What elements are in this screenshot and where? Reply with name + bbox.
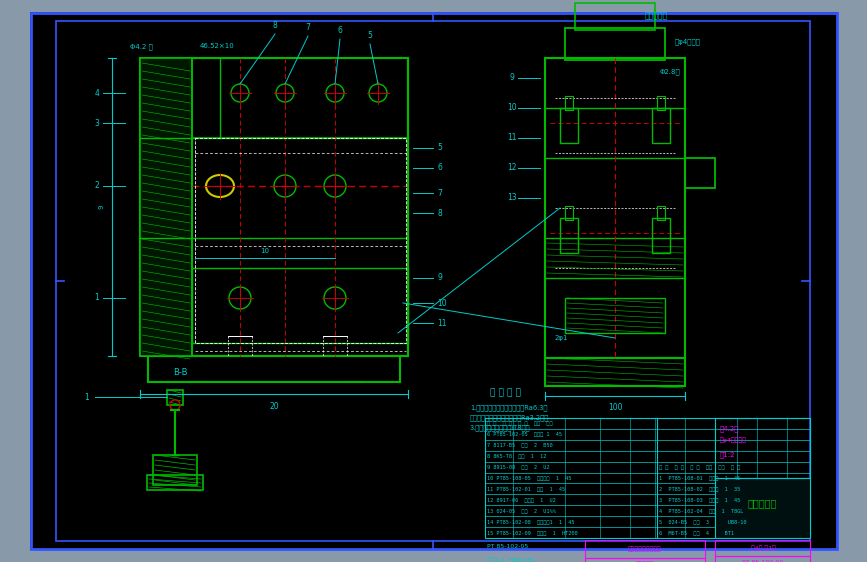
Bar	[192, 268, 408, 343]
Text: 9 8915-08  圆垫  2  U2: 9 8915-08 圆垫 2 U2	[487, 465, 550, 470]
Bar	[715, 540, 810, 556]
Text: 9: 9	[437, 274, 442, 283]
Text: 压装位置图: 压装位置图	[645, 11, 668, 20]
Bar	[585, 540, 705, 558]
Text: 15 PT85-102-09  底座盘  1  HT200: 15 PT85-102-09 底座盘 1 HT200	[487, 531, 577, 536]
Bar	[140, 58, 408, 138]
Text: 8 8K5-T8  圆销  1  12: 8 8K5-T8 圆销 1 12	[487, 454, 546, 459]
Bar	[657, 206, 665, 220]
Bar	[545, 58, 685, 358]
Text: PT 85-102-05: PT 85-102-05	[487, 544, 528, 549]
Text: 7 8117-B5  弹簧  2  B50: 7 8117-B5 弹簧 2 B50	[487, 443, 552, 448]
Text: 8: 8	[272, 21, 277, 30]
Bar	[685, 158, 715, 188]
Text: 钻φ4孔夹具图: 钻φ4孔夹具图	[720, 437, 747, 443]
Text: 11 PT85-102-01  底板  1  45: 11 PT85-102-01 底板 1 45	[487, 487, 565, 492]
Text: 5: 5	[368, 31, 373, 40]
Text: 3.同轴孔径精度不低于IT8级。: 3.同轴孔径精度不低于IT8级。	[470, 424, 531, 430]
Text: 11: 11	[437, 319, 447, 328]
Text: 2: 2	[95, 182, 100, 191]
Text: 9: 9	[510, 74, 514, 83]
Bar	[652, 108, 670, 143]
Text: 13 024-05  螺母  2  U1%%: 13 024-05 螺母 2 U1%%	[487, 509, 556, 514]
Text: 10: 10	[507, 103, 517, 112]
Bar	[657, 96, 665, 110]
Text: 序 号  代 号  名 称  数量  材料: 序 号 代 号 名 称 数量 材料	[487, 422, 552, 427]
Bar	[195, 138, 406, 343]
Text: Φ4.2 胡: Φ4.2 胡	[130, 43, 153, 49]
Text: 10: 10	[437, 298, 447, 307]
Text: 工件定位基准面粗糙度不低于Ra3.2，机: 工件定位基准面粗糙度不低于Ra3.2，机	[470, 414, 549, 420]
Text: 6: 6	[337, 26, 342, 35]
Text: 6 PT85-102-05  夹具体 1  45: 6 PT85-102-05 夹具体 1 45	[487, 432, 562, 437]
Text: 9: 9	[99, 205, 105, 209]
Bar	[153, 455, 197, 485]
Text: 柴油机曲轴工艺设计: 柴油机曲轴工艺设计	[628, 546, 662, 552]
Text: 100: 100	[608, 403, 623, 412]
Bar	[560, 108, 578, 143]
Text: 7: 7	[305, 23, 310, 32]
Bar	[565, 96, 573, 110]
Text: 图4.2孔: 图4.2孔	[720, 425, 740, 432]
Text: 5  024-B5  垫片  3      UB8-10: 5 024-B5 垫片 3 UB8-10	[659, 520, 746, 525]
Bar	[565, 206, 573, 220]
Bar	[56, 21, 810, 541]
Bar	[147, 475, 203, 490]
Text: 6  M6T-B5  螺盖  4     BT1: 6 M6T-B5 螺盖 4 BT1	[659, 531, 734, 536]
Text: 12 8917-06  弹簧圈  1  U2: 12 8917-06 弹簧圈 1 U2	[487, 498, 556, 503]
Bar	[565, 28, 665, 60]
Text: 3  PT85-108-03  钻模板  1  45: 3 PT85-108-03 钻模板 1 45	[659, 498, 740, 503]
Text: 10: 10	[260, 248, 270, 254]
Text: 比1:2: 比1:2	[720, 451, 735, 457]
Text: 共4张 第1张: 共4张 第1张	[751, 545, 775, 551]
Text: 及夹具设计: 及夹具设计	[636, 561, 655, 562]
Bar	[715, 478, 810, 538]
Text: 6: 6	[437, 164, 442, 173]
Text: 钻φ4孔位置: 钻φ4孔位置	[675, 38, 701, 44]
Text: B-B: B-B	[173, 368, 187, 377]
Text: 1: 1	[85, 392, 89, 401]
Text: 5: 5	[437, 143, 442, 152]
Text: Φ2.8孔: Φ2.8孔	[660, 68, 681, 75]
Text: 46.52×10: 46.52×10	[200, 43, 235, 49]
Text: 14 PT85-102-08  压紧装置1  1  45: 14 PT85-102-08 压紧装置1 1 45	[487, 520, 575, 525]
Bar	[485, 418, 810, 538]
Text: 7: 7	[437, 188, 442, 197]
Bar	[140, 58, 408, 356]
Bar	[545, 358, 685, 386]
Bar	[715, 418, 810, 478]
Text: 13: 13	[507, 193, 517, 202]
Text: 2φ1: 2φ1	[555, 335, 569, 341]
Bar	[652, 218, 670, 253]
Text: 2  PT85-108-02  支架前  1  35: 2 PT85-108-02 支架前 1 35	[659, 487, 740, 492]
Text: 序 号  代 号  名 称  数量  材料  品 质: 序 号 代 号 名 称 数量 材料 品 质	[659, 465, 740, 470]
Text: 比例1:2  HBD235: 比例1:2 HBD235	[487, 558, 534, 562]
Text: 盐城工学院: 盐城工学院	[747, 498, 777, 508]
Bar	[565, 298, 665, 333]
Bar	[140, 58, 192, 356]
Bar	[560, 218, 578, 253]
Text: 10 PT85-108-05  压紧装置  1  45: 10 PT85-108-05 压紧装置 1 45	[487, 476, 571, 481]
Bar	[575, 3, 655, 30]
Text: PT 85-102-00: PT 85-102-00	[742, 560, 784, 562]
Text: 1: 1	[95, 293, 100, 302]
Text: 12: 12	[507, 164, 517, 173]
Bar	[585, 558, 705, 562]
Text: 4  PT85-102-04  钻套  1  T8GL: 4 PT85-102-04 钻套 1 T8GL	[659, 509, 743, 514]
Text: 4: 4	[95, 88, 100, 97]
Text: 1.所有加工表面粗糙度不低于Ra6.3，: 1.所有加工表面粗糙度不低于Ra6.3，	[470, 404, 547, 411]
Bar	[715, 556, 810, 562]
Text: 8: 8	[437, 209, 442, 217]
Text: 1  PT85-108-01  支架后  1  45: 1 PT85-108-01 支架后 1 45	[659, 476, 740, 481]
Text: 11: 11	[507, 134, 517, 143]
Text: 技 术 要 求: 技 术 要 求	[490, 388, 520, 397]
Bar	[167, 390, 183, 405]
Text: 3: 3	[95, 119, 100, 128]
Bar	[148, 356, 400, 382]
Text: 20: 20	[269, 402, 279, 411]
